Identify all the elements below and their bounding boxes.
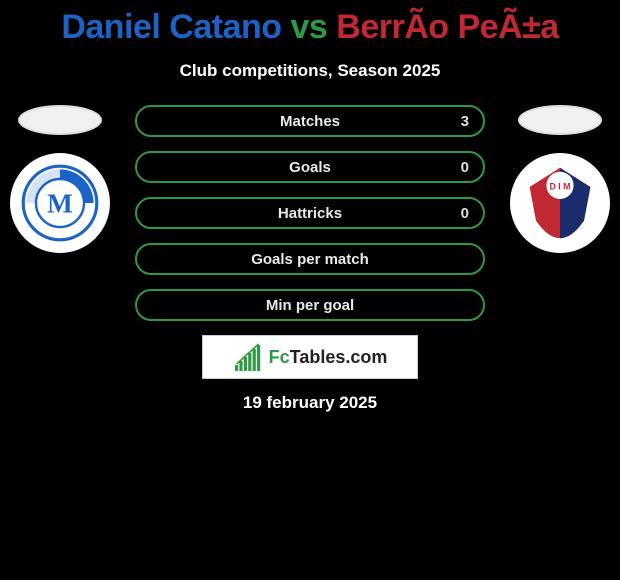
right-player-column: D I M: [500, 105, 620, 253]
stat-value-right: 3: [461, 113, 469, 130]
right-photo-placeholder: [518, 105, 602, 135]
stat-label: Goals: [289, 159, 331, 176]
brand-prefix: Fc: [269, 347, 290, 367]
stat-label: Goals per match: [251, 251, 369, 268]
fctables-logo: FcTables.com: [202, 335, 418, 379]
player2-name: BerrÃ­o PeÃ±a: [336, 8, 558, 46]
right-club-logo: D I M: [510, 153, 610, 253]
left-player-column: M: [0, 105, 120, 253]
left-photo-placeholder: [18, 105, 102, 135]
stat-label: Matches: [280, 113, 340, 130]
vs-text: vs: [290, 8, 327, 46]
stat-value-right: 0: [461, 205, 469, 222]
millonarios-badge-icon: M: [20, 163, 100, 243]
brand-suffix: Tables.com: [290, 347, 388, 367]
fctables-logo-text: FcTables.com: [269, 347, 388, 368]
svg-text:M: M: [47, 189, 73, 219]
stat-row: Goals per match: [135, 243, 485, 275]
stat-row: Matches 3: [135, 105, 485, 137]
dim-badge-icon: D I M: [520, 163, 600, 243]
comparison-title: Daniel Catano vs BerrÃ­o PeÃ±a: [0, 0, 620, 47]
stat-row: Goals 0: [135, 151, 485, 183]
player1-name: Daniel Catano: [61, 8, 281, 46]
bar-chart-icon: [233, 343, 263, 371]
comparison-body: M D I M Matches 3 Goals 0 Hattricks 0 Goals pe…: [0, 105, 620, 321]
stat-rows: Matches 3 Goals 0 Hattricks 0 Goals per match M…: [135, 105, 485, 321]
left-club-logo: M: [10, 153, 110, 253]
stat-row: Min per goal: [135, 289, 485, 321]
stat-value-right: 0: [461, 159, 469, 176]
stat-label: Hattricks: [278, 205, 342, 222]
svg-text:D I M: D I M: [549, 181, 570, 191]
stat-row: Hattricks 0: [135, 197, 485, 229]
subtitle: Club competitions, Season 2025: [0, 61, 620, 81]
report-date: 19 february 2025: [0, 393, 620, 413]
stat-label: Min per goal: [266, 297, 354, 314]
